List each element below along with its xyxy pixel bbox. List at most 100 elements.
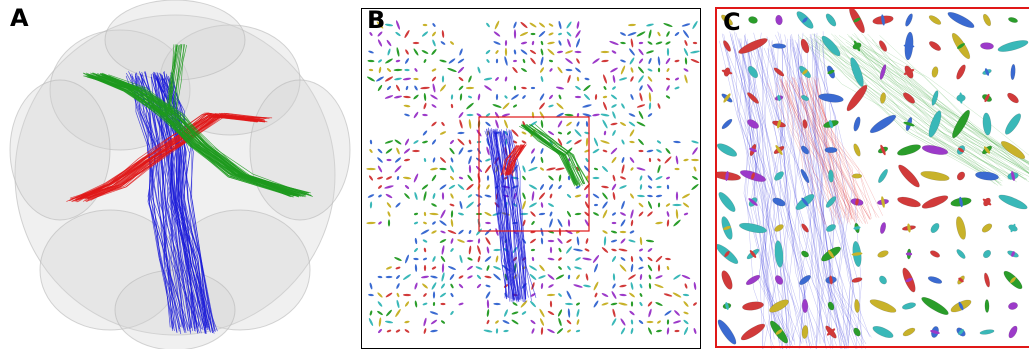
tensor-glyph: [466, 113, 474, 117]
tensor-glyph: [458, 76, 464, 82]
tensor-glyph: [618, 248, 628, 252]
tensor-glyph: [585, 137, 589, 147]
tensor-glyph: [513, 85, 517, 91]
tensor-glyph: [530, 211, 536, 217]
blue-fiber: [759, 41, 790, 349]
tensor-glyph: [959, 92, 963, 104]
tensor-glyph: [404, 320, 410, 324]
tensor-glyph: [566, 31, 572, 37]
tensor-glyph: [692, 41, 698, 45]
tensor-glyph: [548, 175, 554, 181]
tensor-glyph: [422, 283, 428, 289]
tensor-glyph: [638, 110, 644, 120]
tensor-glyph: [432, 157, 436, 163]
tensor-glyph: [593, 281, 599, 291]
tensor-glyph: [404, 113, 410, 117]
tensor-glyph: [1010, 276, 1016, 284]
tensor-glyph: [1011, 171, 1015, 181]
tensor-glyph: [377, 275, 383, 279]
tensor-glyph: [493, 302, 501, 306]
tensor-glyph: [512, 302, 518, 306]
tensor-glyph: [647, 76, 653, 82]
tensor-glyph: [394, 165, 402, 173]
tensor-glyph: [800, 145, 810, 155]
tensor-glyph: [777, 94, 781, 102]
tensor-glyph: [682, 293, 690, 297]
tensor-glyph: [495, 228, 499, 236]
red-fiber: [506, 144, 522, 175]
tensor-glyph: [575, 30, 581, 38]
tensor-glyph: [639, 184, 643, 190]
tensor-glyph: [982, 112, 992, 136]
tensor-glyph: [982, 249, 992, 259]
tensor-glyph: [576, 309, 580, 317]
tensor-glyph: [368, 68, 374, 72]
panel-a-label: A: [10, 4, 29, 32]
tensor-glyph: [827, 69, 835, 75]
tensor-glyph: [422, 239, 428, 243]
tensor-glyph: [458, 147, 464, 155]
tensor-glyph: [430, 275, 438, 279]
tensor-glyph: [558, 266, 562, 270]
tensor-glyph: [549, 246, 553, 254]
tensor-glyph: [664, 156, 672, 164]
tensor-glyph: [386, 202, 392, 208]
tensor-glyph: [665, 257, 671, 261]
red-fiber: [506, 144, 524, 175]
tensor-glyph: [448, 58, 456, 64]
green-fiber: [812, 40, 1003, 186]
red-tract: [500, 143, 527, 176]
tensor-glyph: [529, 202, 537, 208]
red-fiber: [780, 84, 847, 216]
tensor-glyph: [903, 121, 915, 127]
tensor-glyph: [931, 66, 939, 78]
tensor-glyph: [377, 292, 383, 298]
tensor-glyph: [493, 266, 501, 270]
tensor-glyph: [854, 299, 860, 313]
tensor-glyph: [485, 49, 491, 55]
tensor-glyph: [447, 68, 457, 72]
tensor-glyph: [721, 270, 733, 290]
tensor-glyph: [457, 66, 465, 74]
tensor-glyph: [1008, 17, 1018, 23]
tensor-glyph: [666, 219, 670, 227]
tensor-glyph: [621, 139, 625, 145]
tensor-glyph: [584, 149, 590, 153]
tensor-glyph: [629, 57, 635, 65]
tensor-glyph: [413, 257, 419, 261]
tensor-glyph: [531, 220, 535, 226]
tensor-glyph: [458, 302, 464, 306]
tensor-glyph: [566, 21, 572, 29]
tensor-glyph: [721, 118, 733, 130]
tensor-glyph: [403, 148, 411, 154]
tensor-glyph: [386, 329, 392, 333]
blue-fiber: [810, 33, 854, 349]
tensor-glyph: [593, 212, 599, 216]
tensor-glyph: [495, 320, 499, 324]
tensor-glyph: [647, 256, 653, 262]
tensor-glyph: [377, 301, 383, 307]
tensor-glyph: [801, 325, 809, 339]
tensor-glyph: [612, 308, 616, 318]
tensor-glyph: [802, 119, 808, 129]
tensor-glyph: [395, 329, 401, 333]
tensor-glyph: [959, 196, 963, 208]
tensor-glyph: [385, 148, 393, 154]
tensor-glyph: [646, 320, 654, 324]
tensor-glyph: [384, 140, 394, 144]
tensor-glyph: [528, 166, 538, 172]
tensor-glyph: [485, 291, 491, 299]
tensor-glyph: [620, 238, 626, 244]
tensor-glyph: [450, 283, 454, 289]
tensor-glyph: [512, 256, 518, 262]
tensor-glyph: [547, 203, 555, 207]
tensor-glyph: [385, 193, 393, 199]
tensor-glyph: [558, 317, 562, 327]
tensor-glyph: [403, 95, 411, 99]
tensor-glyph: [576, 302, 580, 306]
tensor-glyph: [646, 23, 654, 27]
tensor-glyph: [377, 165, 383, 173]
tensor-glyph: [574, 139, 582, 145]
tensor-glyph: [575, 67, 581, 73]
tensor-glyph: [630, 167, 634, 171]
